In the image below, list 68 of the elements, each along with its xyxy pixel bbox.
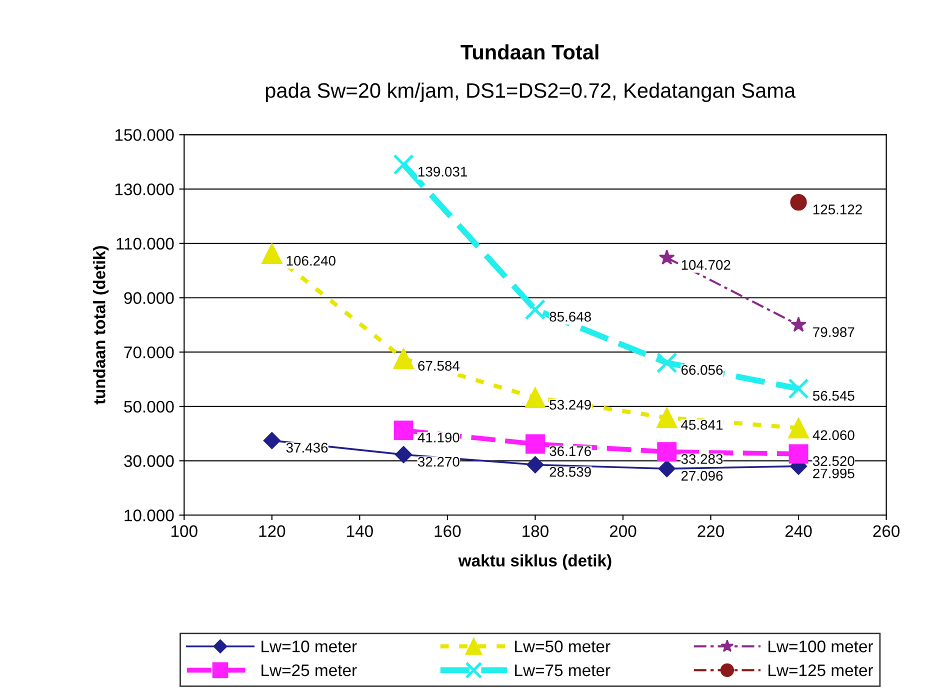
point bbox=[261, 243, 282, 264]
legend-label: Lw=50 meter bbox=[515, 640, 610, 652]
point bbox=[788, 418, 809, 438]
x-tick-label: 220 bbox=[698, 525, 724, 538]
y-tick-label: 130.000 bbox=[115, 183, 174, 196]
data-label: 106.240 bbox=[286, 256, 336, 266]
data-label: 139.031 bbox=[418, 166, 467, 177]
y-tick-label: 90.000 bbox=[124, 292, 174, 304]
chart-title: Tundaan Total bbox=[460, 44, 598, 60]
y-tick-label: 30.000 bbox=[124, 455, 174, 467]
point bbox=[788, 444, 808, 464]
point bbox=[656, 407, 678, 428]
point bbox=[524, 387, 546, 408]
point bbox=[656, 352, 678, 374]
data-label: 85.648 bbox=[550, 312, 591, 322]
chart-subtitle: pada Sw=20 km/jam, DS1=DS2=0.72, Kedatangan Sama bbox=[266, 82, 796, 102]
data-label: 42.060 bbox=[812, 430, 854, 440]
y-tick-label: 10.000 bbox=[124, 510, 174, 522]
point bbox=[657, 442, 677, 462]
data-label: 32.270 bbox=[418, 456, 460, 467]
data-label: 28.539 bbox=[550, 466, 591, 477]
legend-label: Lw=10 meter bbox=[262, 640, 357, 652]
data-label: 67.584 bbox=[418, 360, 460, 371]
data-label: 27.096 bbox=[681, 470, 723, 481]
point bbox=[393, 154, 414, 175]
data-label: 32.520 bbox=[812, 456, 854, 466]
y-tick-label: 150.000 bbox=[115, 129, 174, 141]
data-label: 27.995 bbox=[813, 468, 854, 478]
point bbox=[658, 249, 675, 265]
y-tick-label: 110.000 bbox=[116, 238, 174, 250]
legend-label: Lw=125 meter bbox=[768, 664, 874, 676]
x-tick-label: 200 bbox=[610, 525, 636, 538]
point bbox=[393, 348, 414, 370]
y-tick-label: 70.000 bbox=[124, 346, 174, 358]
point bbox=[263, 432, 280, 450]
y-tick-label: 50.000 bbox=[124, 400, 174, 413]
data-label: 53.249 bbox=[550, 400, 591, 410]
x-tick-label: 100 bbox=[172, 525, 198, 538]
data-label: 125.122 bbox=[813, 204, 862, 214]
x-tick-label: 120 bbox=[259, 525, 286, 538]
legend-label: Lw=25 meter bbox=[262, 664, 357, 676]
point bbox=[788, 378, 809, 400]
point bbox=[790, 194, 807, 211]
data-label: 104.702 bbox=[682, 260, 730, 270]
point bbox=[526, 456, 544, 474]
point bbox=[524, 299, 546, 320]
data-label: 36.176 bbox=[550, 446, 591, 456]
data-label: 79.987 bbox=[813, 327, 854, 338]
x-axis-title: waktu siklus (detik) bbox=[458, 554, 612, 570]
point bbox=[394, 420, 414, 440]
data-label: 41.190 bbox=[418, 432, 460, 442]
point bbox=[790, 316, 806, 332]
legend-label: Lw=75 meter bbox=[515, 664, 610, 676]
data-label: 45.841 bbox=[681, 420, 723, 430]
data-label: 66.056 bbox=[681, 365, 723, 375]
x-tick-label: 160 bbox=[434, 525, 461, 538]
point bbox=[525, 434, 545, 454]
y-axis-title: tundaan total (detik) bbox=[93, 246, 109, 404]
point bbox=[395, 446, 412, 464]
data-label: 37.436 bbox=[286, 442, 328, 453]
x-tick-label: 260 bbox=[873, 525, 900, 538]
point bbox=[658, 460, 676, 478]
data-label: 33.283 bbox=[681, 454, 723, 464]
x-tick-label: 140 bbox=[347, 525, 373, 538]
x-tick-label: 240 bbox=[785, 525, 812, 538]
data-label: 56.545 bbox=[812, 390, 854, 401]
x-tick-label: 180 bbox=[522, 525, 548, 538]
legend-label: Lw=100 meter bbox=[768, 640, 874, 652]
